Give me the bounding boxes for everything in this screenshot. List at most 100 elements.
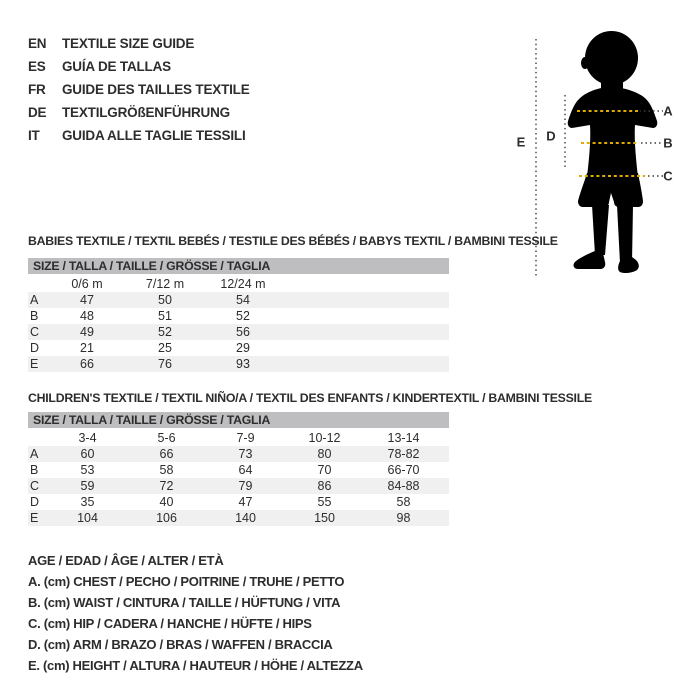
measure-label-B: B	[663, 135, 673, 151]
measure-label-E: E	[516, 134, 526, 150]
children-table-row-A: A 60 66 73 80 78-82	[28, 446, 449, 462]
lang-code: IT	[28, 128, 40, 143]
cell: 150	[314, 511, 335, 525]
cell: 49	[80, 325, 94, 339]
lang-label: GUIDE DES TAILLES TEXTILE	[62, 82, 250, 97]
babies-table-row-A: A 47 50 54	[28, 292, 449, 308]
child-silhouette	[567, 31, 658, 274]
cell: 84-88	[387, 479, 420, 493]
cell: 51	[158, 309, 172, 323]
shorts-shape	[578, 173, 643, 207]
column-header: 7-9	[236, 431, 255, 445]
row-label: C	[30, 325, 40, 339]
cell: 53	[80, 463, 95, 477]
children-column-headers: 3-4 5-6 7-9 10-12 13-14	[28, 430, 449, 446]
cell: 58	[159, 463, 174, 477]
babies-table-row-E: E 66 76 93	[28, 356, 449, 372]
row-label: A	[30, 293, 39, 307]
right-leg-shape	[617, 205, 633, 263]
tshirt-shape	[567, 87, 658, 177]
row-label: E	[30, 511, 39, 525]
cell: 60	[80, 447, 95, 461]
lang-label: TEXTILGRÖßENFÜHRUNG	[62, 105, 230, 120]
left-foot-shape	[573, 251, 606, 269]
lang-label: TEXTILE SIZE GUIDE	[62, 36, 195, 51]
spacer	[28, 276, 48, 292]
lang-code: EN	[28, 36, 47, 51]
column-header: 10-12	[308, 431, 341, 445]
cell: 78-82	[387, 447, 420, 461]
cell: 52	[236, 309, 250, 323]
cell: 76	[158, 357, 172, 371]
cell: 59	[80, 479, 95, 493]
column-header: 3-4	[78, 431, 97, 445]
cell: 104	[77, 511, 98, 525]
lang-label: GUIDA ALLE TAGLIE TESSILI	[62, 128, 246, 143]
cell: 98	[396, 511, 411, 525]
cell: 40	[159, 495, 174, 509]
row-label: E	[30, 357, 39, 371]
legend-hip: C. (cm) HIP / CADERA / HANCHE / HÜFTE / …	[28, 616, 312, 631]
cell: 21	[80, 341, 94, 355]
babies-table-row-B: B 48 51 52	[28, 308, 449, 324]
cell: 86	[317, 479, 332, 493]
lang-code: FR	[28, 82, 46, 97]
measure-label-D: D	[546, 128, 556, 144]
cell: 29	[236, 341, 250, 355]
column-header: 0/6 m	[71, 277, 103, 291]
language-title-list: EN TEXTILE SIZE GUIDE ES GUÍA DE TALLAS …	[28, 32, 250, 147]
left-leg-shape	[592, 205, 609, 255]
cell: 35	[80, 495, 95, 509]
babies-table-row-D: D 21 25 29	[28, 340, 449, 356]
babies-section-title: BABIES TEXTILE / TEXTIL BEBÉS / TESTILE …	[28, 234, 558, 248]
children-size-header-bar: SIZE / TALLA / TAILLE / GRÖSSE / TAGLIA	[28, 412, 449, 428]
lang-row-en: EN TEXTILE SIZE GUIDE	[28, 32, 250, 55]
cell: 72	[159, 479, 174, 493]
cell: 52	[158, 325, 172, 339]
cell: 48	[80, 309, 94, 323]
lang-row-es: ES GUÍA DE TALLAS	[28, 55, 250, 78]
legend-waist: B. (cm) WAIST / CINTURA / TAILLE / HÜFTU…	[28, 595, 341, 610]
cell: 140	[235, 511, 256, 525]
cell: 47	[80, 293, 94, 307]
cell: 93	[236, 357, 250, 371]
cell: 25	[158, 341, 172, 355]
lang-label: GUÍA DE TALLAS	[62, 59, 171, 74]
cell: 70	[317, 463, 332, 477]
legend-age: AGE / EDAD / ÂGE / ALTER / ETÀ	[28, 553, 224, 568]
children-table-row-B: B 53 58 64 70 66-70	[28, 462, 449, 478]
cell: 66	[159, 447, 174, 461]
lang-row-de: DE TEXTILGRÖßENFÜHRUNG	[28, 101, 250, 124]
column-header: 12/24 m	[220, 277, 266, 291]
right-foot-shape	[618, 257, 639, 274]
babies-size-header-bar: SIZE / TALLA / TAILLE / GRÖSSE / TAGLIA	[28, 258, 449, 274]
cell: 55	[317, 495, 332, 509]
legend-chest: A. (cm) CHEST / PECHO / POITRINE / TRUHE…	[28, 574, 345, 589]
cell: 79	[238, 479, 253, 493]
row-label: D	[30, 495, 40, 509]
children-table-row-C: C 59 72 79 86 84-88	[28, 478, 449, 494]
measure-label-C: C	[663, 168, 673, 184]
children-table-row-D: D 35 40 47 55 58	[28, 494, 449, 510]
row-label: B	[30, 309, 39, 323]
row-label: A	[30, 447, 39, 461]
cell: 66	[80, 357, 94, 371]
column-header: 13-14	[387, 431, 420, 445]
column-header: 5-6	[157, 431, 176, 445]
measurement-legend: AGE / EDAD / ÂGE / ALTER / ETÀ A. (cm) C…	[28, 550, 363, 676]
cell: 106	[156, 511, 177, 525]
cell: 56	[236, 325, 250, 339]
cell: 50	[158, 293, 172, 307]
cell: 58	[396, 495, 411, 509]
babies-table-row-C: C 49 52 56	[28, 324, 449, 340]
cell: 80	[317, 447, 332, 461]
child-silhouette-figure	[535, 31, 663, 278]
row-label: B	[30, 463, 39, 477]
lang-code: ES	[28, 59, 46, 74]
lang-row-fr: FR GUIDE DES TAILLES TEXTILE	[28, 78, 250, 101]
cell: 64	[238, 463, 253, 477]
row-label: D	[30, 341, 40, 355]
cell: 73	[238, 447, 253, 461]
lang-code: DE	[28, 105, 47, 120]
babies-column-headers: 0/6 m 7/12 m 12/24 m	[28, 276, 449, 292]
